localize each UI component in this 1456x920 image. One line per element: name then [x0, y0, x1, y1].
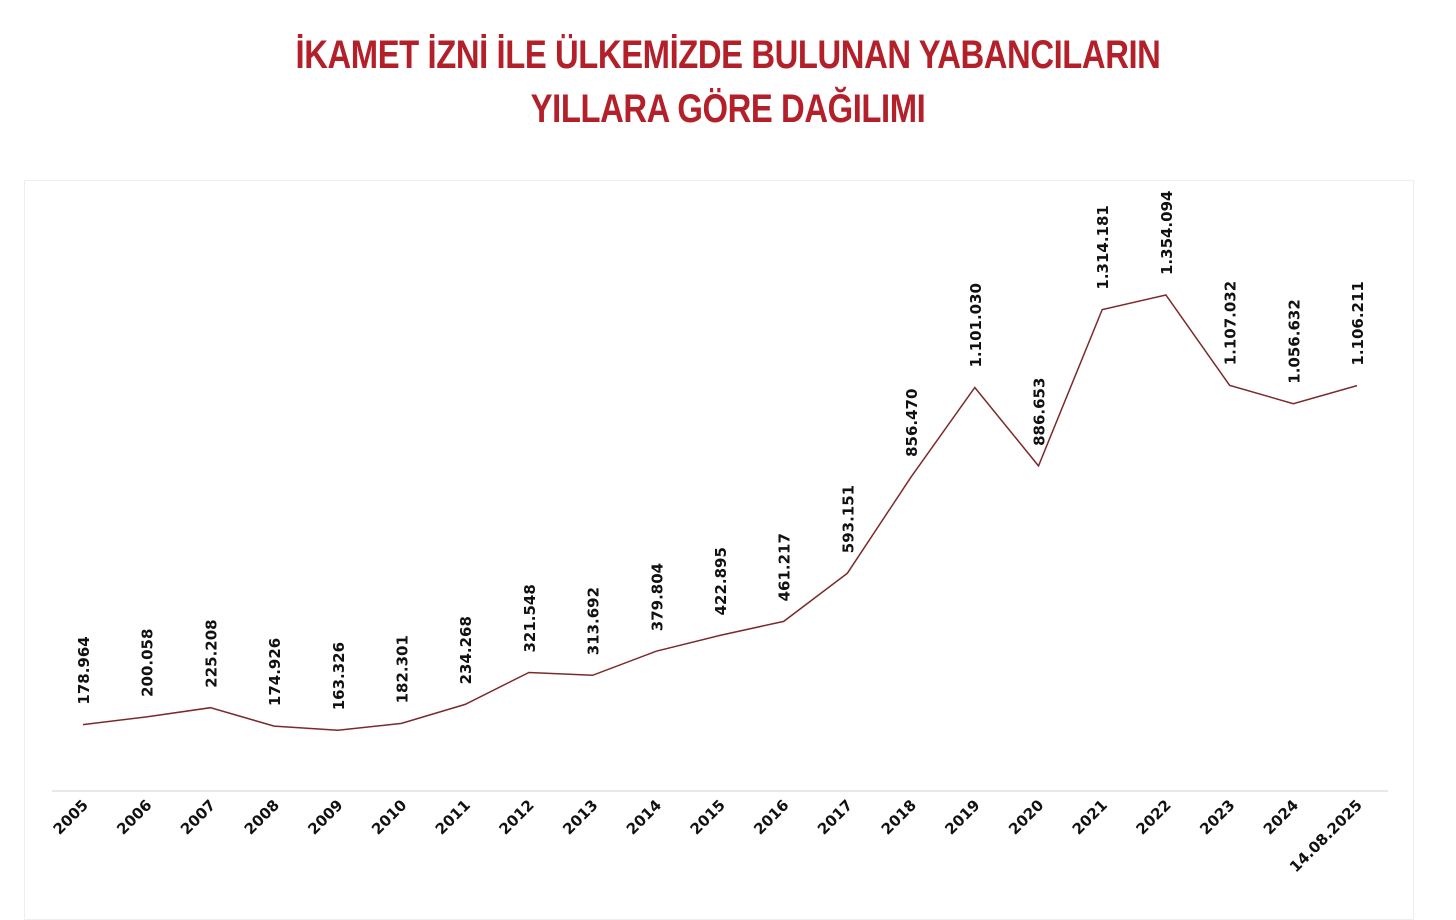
data-label: 321.548 [521, 584, 539, 652]
data-label: 174.926 [266, 638, 284, 706]
data-label: 422.895 [712, 547, 730, 615]
data-label: 313.692 [585, 587, 603, 655]
data-label: 200.058 [139, 629, 157, 697]
data-label: 461.217 [776, 533, 794, 601]
x-tick-label: 2017 [814, 796, 856, 838]
data-label: 886.653 [1030, 378, 1048, 446]
x-tick-label: 2023 [1196, 796, 1238, 838]
data-label: 1.314.181 [1094, 205, 1112, 289]
x-tick-label: 2018 [878, 796, 920, 838]
chart-title-line-2: YILLARA GÖRE DAĞILIMI [530, 87, 926, 131]
x-tick-label: 2010 [368, 796, 410, 838]
data-label: 234.268 [457, 616, 475, 684]
data-label: 182.301 [393, 635, 411, 703]
data-label: 856.470 [903, 389, 921, 457]
x-tick-label: 2014 [623, 796, 665, 838]
x-tick-label: 2005 [50, 796, 92, 838]
data-label: 379.804 [648, 563, 666, 631]
x-tick-label: 2022 [1132, 796, 1174, 838]
x-tick-label: 2021 [1069, 796, 1111, 838]
data-label: 1.056.632 [1285, 299, 1303, 383]
chart-title: İKAMET İZNİ İLE ÜLKEMİZDE BULUNAN YABANC… [0, 28, 1456, 136]
x-tick-label: 2013 [559, 796, 601, 838]
x-tick-label: 2019 [941, 796, 983, 838]
x-tick-label: 2009 [304, 796, 346, 838]
series-line [82, 294, 1358, 732]
data-label: 1.354.094 [1158, 191, 1176, 275]
x-tick-label: 2024 [1260, 796, 1302, 838]
data-label: 1.101.030 [967, 283, 985, 367]
data-label: 225.208 [202, 619, 220, 687]
x-tick-label: 2007 [177, 796, 219, 838]
data-label: 178.964 [75, 636, 93, 704]
x-tick-label: 2020 [1005, 796, 1047, 838]
x-tick-label: 2011 [432, 796, 474, 838]
x-tick-label: 2008 [241, 796, 283, 838]
chart-title-line-1: İKAMET İZNİ İLE ÜLKEMİZDE BULUNAN YABANC… [295, 33, 1161, 77]
x-tick-label: 2016 [750, 796, 792, 838]
data-label: 1.107.032 [1222, 281, 1240, 365]
data-label: 163.326 [330, 642, 348, 710]
x-tick-label: 2015 [687, 796, 729, 838]
x-tick-label: 2012 [495, 796, 537, 838]
x-tick-label: 2006 [113, 796, 155, 838]
data-label: 593.151 [839, 485, 857, 553]
data-label: 1.106.211 [1349, 281, 1367, 365]
